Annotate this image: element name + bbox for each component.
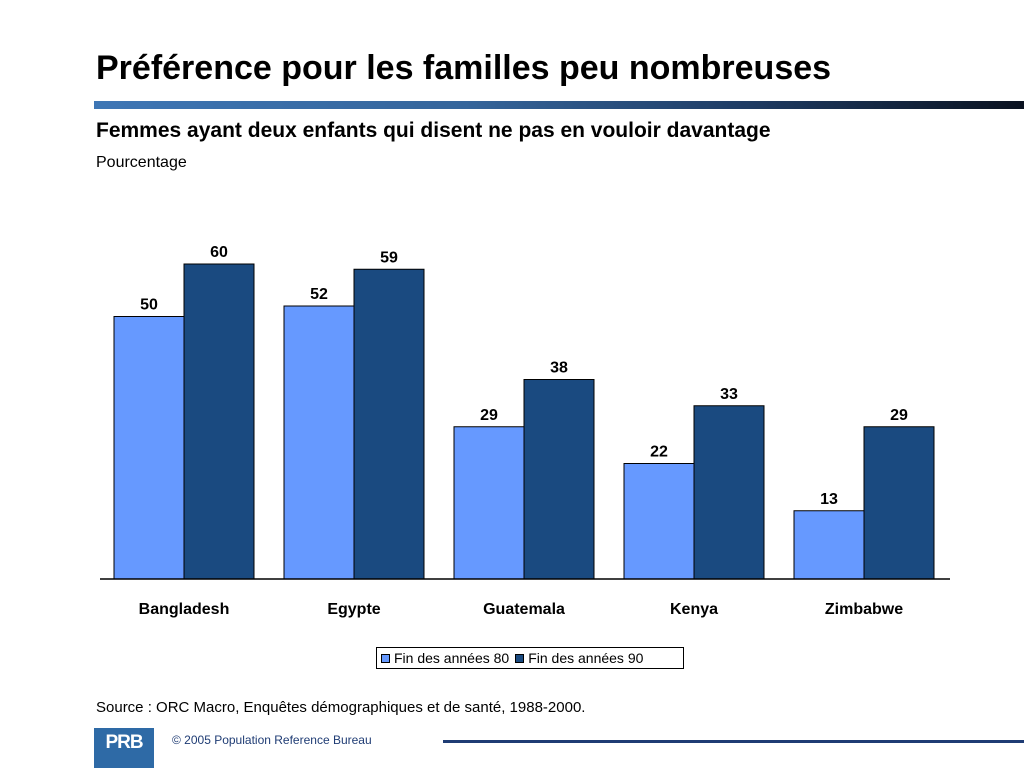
bar-chart: 50 60 Bangladesh 52 59 Egypte 29 38 Guatemala 22 3… (100, 244, 950, 618)
footer-divider (443, 740, 1024, 743)
page-title: Préférence pour les familles peu nombreu… (96, 49, 832, 87)
bar-bangladesh-series-2 (183, 263, 255, 580)
bar-kenya-series-1 (623, 463, 695, 580)
chart-legend: Fin des années 80 Fin des années 90 (376, 647, 684, 669)
unit-label: Pourcentage (96, 154, 187, 171)
category-label-kenya: Kenya (670, 601, 718, 618)
legend-swatch-series-1 (381, 653, 390, 663)
chart-subtitle: Femmes ayant deux enfants qui disent ne … (96, 119, 771, 142)
bar-egypte-series-2 (353, 268, 425, 580)
category-label-zimbabwe: Zimbabwe (825, 601, 903, 618)
bar-guatemala-series-1 (453, 426, 525, 580)
data-label-egypte-series-1: 52 (310, 286, 328, 303)
legend-item-series-1: Fin des années 80 (381, 650, 509, 666)
data-label-bangladesh-series-1: 50 (140, 297, 158, 314)
bar-kenya-series-2 (693, 405, 765, 580)
data-label-egypte-series-2: 59 (380, 249, 398, 266)
data-label-kenya-series-1: 22 (650, 444, 668, 461)
bar-zimbabwe-series-1 (793, 510, 865, 580)
data-label-zimbabwe-series-1: 13 (820, 491, 838, 508)
bar-zimbabwe-series-2 (863, 426, 935, 580)
source-note: Source : ORC Macro, Enquêtes démographiq… (96, 699, 586, 716)
bar-bangladesh-series-1 (113, 316, 185, 580)
legend-swatch-series-2 (515, 653, 525, 663)
legend-label-series-2: Fin des années 90 (528, 650, 644, 666)
prb-logo: PRB (94, 728, 154, 768)
legend-label-series-1: Fin des années 80 (394, 650, 510, 666)
copyright-text: © 2005 Population Reference Bureau (172, 733, 372, 747)
legend-item-series-2: Fin des années 90 (515, 650, 643, 666)
category-label-guatemala: Guatemala (483, 601, 565, 618)
title-divider (94, 101, 1024, 109)
bar-guatemala-series-2 (523, 379, 595, 580)
data-label-guatemala-series-2: 38 (550, 360, 568, 377)
prb-logo-text: PRB (105, 732, 143, 753)
data-label-kenya-series-2: 33 (720, 386, 738, 403)
category-label-egypte: Egypte (327, 601, 380, 618)
data-label-bangladesh-series-2: 60 (210, 244, 228, 261)
data-label-guatemala-series-1: 29 (480, 407, 498, 424)
data-label-zimbabwe-series-2: 29 (890, 407, 908, 424)
category-label-bangladesh: Bangladesh (139, 601, 230, 618)
bar-egypte-series-1 (283, 305, 355, 580)
